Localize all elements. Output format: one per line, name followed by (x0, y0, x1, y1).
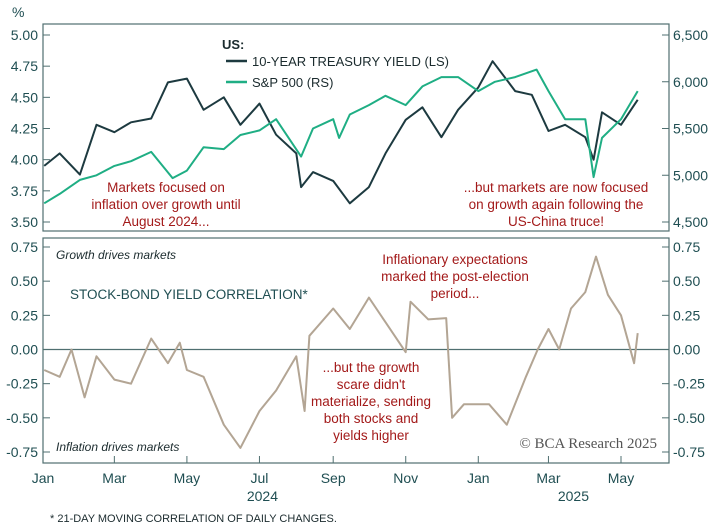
left-tick-label: 4.75 (11, 58, 38, 74)
svg-text:on growth again following the: on growth again following the (469, 197, 644, 212)
right-tick-label: 0.75 (673, 239, 700, 255)
svg-text:...but markets are now focused: ...but markets are now focused (464, 180, 649, 195)
top-panel-frame (42, 23, 670, 232)
svg-text:yields higher: yields higher (333, 428, 409, 443)
x-tick-label: Nov (393, 470, 418, 486)
right-tick-label: 5,500 (673, 121, 708, 137)
left-tick-label: 5.00 (11, 27, 38, 43)
svg-text:marked the post-election: marked the post-election (381, 269, 529, 284)
svg-text:scare didn't: scare didn't (337, 377, 406, 392)
svg-text:Markets focused on: Markets focused on (107, 180, 225, 195)
right-tick-label: 6,500 (673, 27, 708, 43)
left-tick-label: 3.50 (11, 214, 38, 230)
left-tick-label: 0.25 (11, 307, 38, 323)
left-tick-label: 3.75 (11, 183, 38, 199)
svg-text:Inflationary expectations: Inflationary expectations (382, 252, 528, 267)
annotation-post-election: Inflationary expectations marked the pos… (381, 252, 529, 301)
x-year-label: 2025 (558, 488, 589, 504)
legend-label-yield: 10-YEAR TREASURY YIELD (LS) (252, 54, 449, 69)
annotation-growth-scare: ...but the growth scare didn't materiali… (311, 360, 431, 443)
right-tick-label: -0.25 (673, 376, 705, 392)
svg-text:both stocks and: both stocks and (324, 411, 419, 426)
svg-text:inflation over growth until: inflation over growth until (91, 197, 240, 212)
footnote: * 21-DAY MOVING CORRELATION OF DAILY CHA… (50, 513, 337, 525)
right-tick-label: 0.00 (673, 342, 700, 358)
left-tick-label: -0.75 (6, 444, 38, 460)
left-tick-label: 0.75 (11, 239, 38, 255)
left-tick-label: -0.25 (6, 376, 38, 392)
legend-title: US: (222, 37, 244, 52)
right-tick-label: 5,000 (673, 167, 708, 183)
svg-text:US-China truce!: US-China truce! (508, 214, 604, 229)
right-tick-label: 6,000 (673, 74, 708, 90)
right-tick-label: 4,500 (673, 214, 708, 230)
svg-text:materialize, sending: materialize, sending (311, 394, 431, 409)
x-tick-label: Mar (536, 470, 560, 486)
x-tick-label: Jan (467, 470, 490, 486)
annotation-growth-focus: ...but markets are now focused on growth… (464, 180, 649, 229)
left-tick-label: 0.50 (11, 273, 38, 289)
label-inflation-drives: Inflation drives markets (56, 440, 179, 454)
x-tick-label: Jul (250, 470, 268, 486)
bottom-panel-frame (42, 237, 670, 464)
left-tick-label: 4.25 (11, 121, 38, 137)
x-year-label: 2024 (247, 488, 278, 504)
x-tick-label: May (608, 470, 634, 486)
treasury-yield-line (43, 60, 639, 205)
correlation-line (43, 255, 639, 449)
legend-label-sp500: S&P 500 (RS) (252, 75, 333, 90)
unit-label: % (12, 4, 24, 20)
x-tick-label: Sep (321, 470, 346, 486)
svg-text:August 2024...: August 2024... (122, 214, 209, 229)
right-tick-label: -0.75 (673, 444, 705, 460)
right-tick-label: -0.50 (673, 410, 705, 426)
left-tick-label: 4.50 (11, 89, 38, 105)
x-tick-label: Mar (102, 470, 126, 486)
annotation-inflation-focus: Markets focused on inflation over growth… (91, 180, 240, 229)
x-tick-label: May (174, 470, 200, 486)
label-growth-drives: Growth drives markets (56, 248, 176, 262)
right-tick-label: 0.50 (673, 273, 700, 289)
x-tick-label: Jan (32, 470, 55, 486)
right-tick-label: 0.25 (673, 307, 700, 323)
copyright: © BCA Research 2025 (519, 436, 657, 452)
left-tick-label: 4.00 (11, 152, 38, 168)
correlation-title: STOCK-BOND YIELD CORRELATION* (70, 287, 309, 302)
left-tick-label: 0.00 (11, 342, 38, 358)
svg-text:...but the growth: ...but the growth (323, 360, 420, 375)
sp500-line (43, 68, 639, 205)
svg-text:period...: period... (431, 286, 480, 301)
left-tick-label: -0.50 (6, 410, 38, 426)
